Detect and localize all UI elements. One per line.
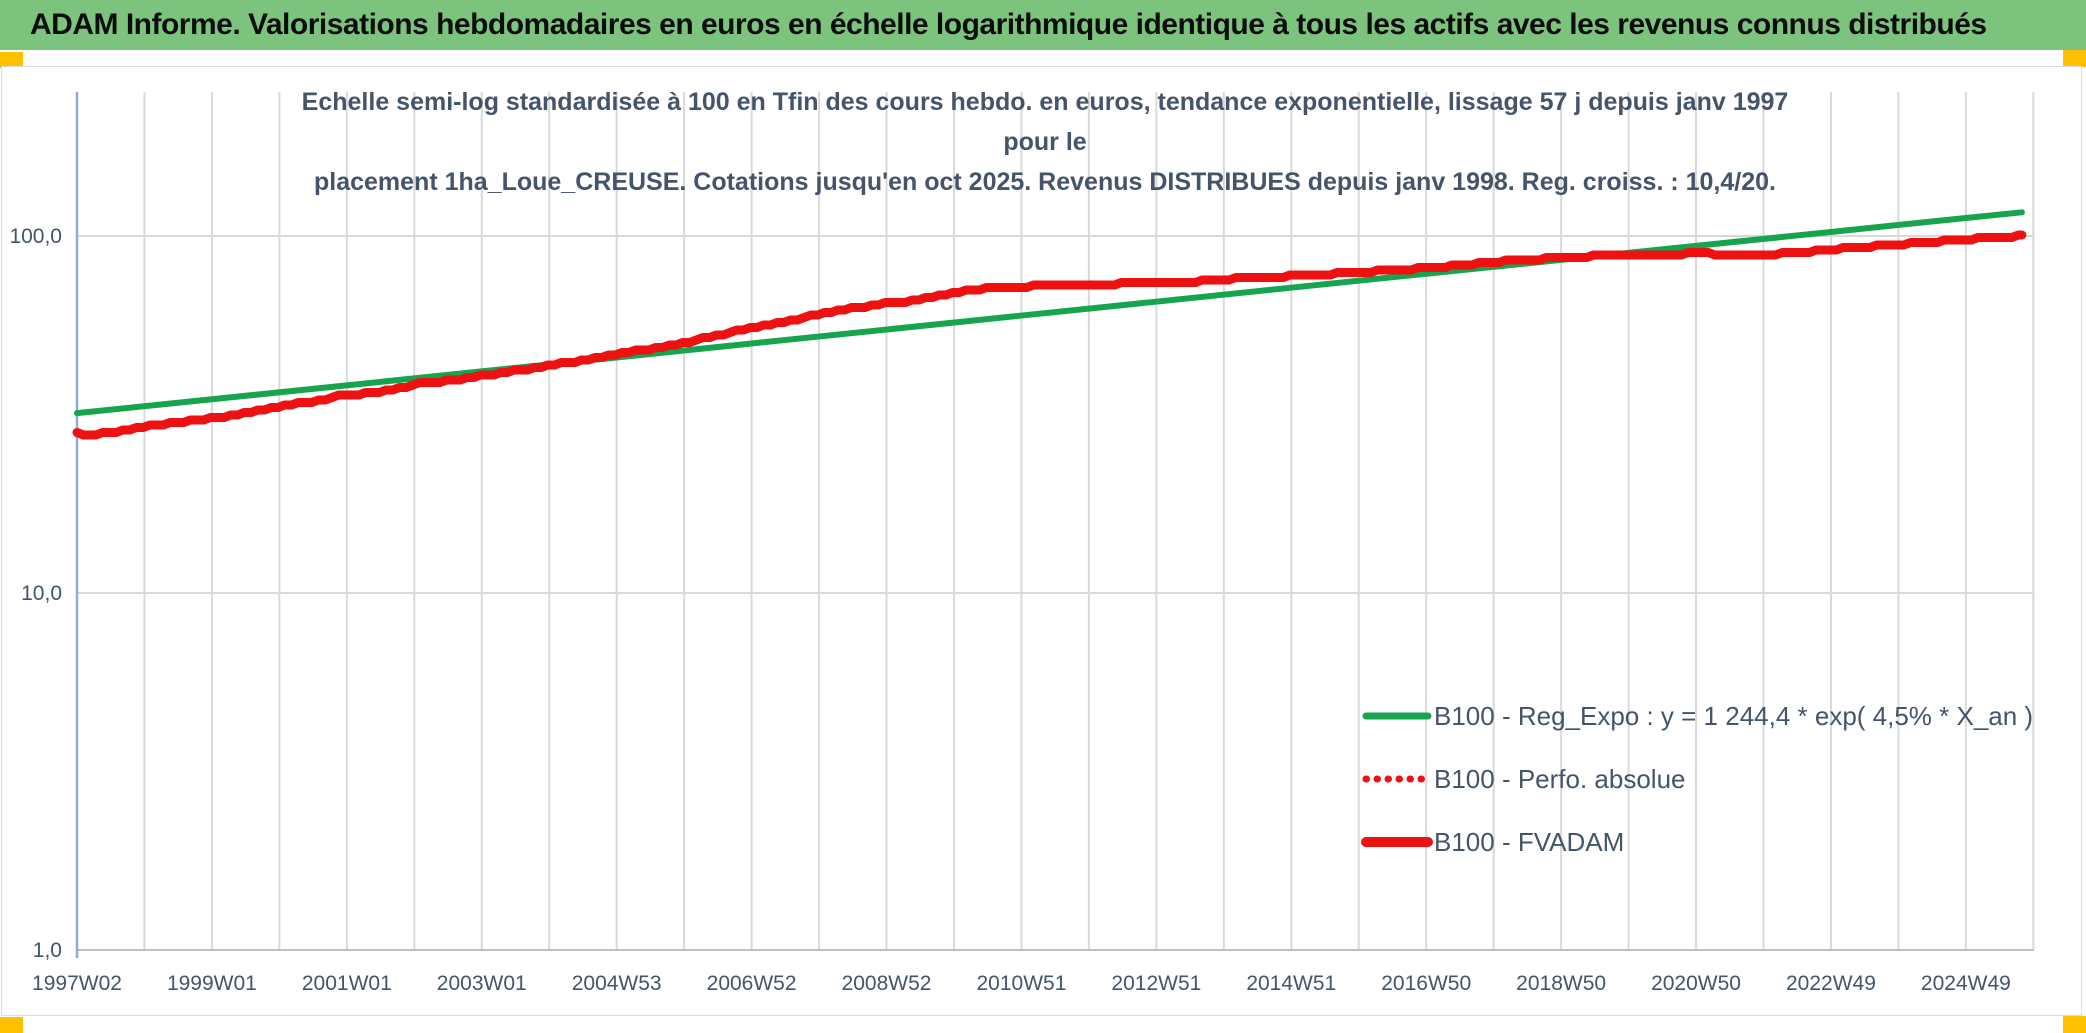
series-line-fvadam — [72, 230, 2027, 440]
accent-square-bottom-left — [0, 1017, 23, 1033]
series-line-reg-expo — [74, 209, 2025, 417]
x-tick-label: 1997W02 — [32, 972, 122, 995]
x-tick-label: 2006W52 — [707, 972, 797, 995]
accent-square-bottom-right — [2063, 1016, 2086, 1033]
x-tick-label: 2016W50 — [1381, 972, 1471, 995]
x-tick-label: 2018W50 — [1516, 972, 1606, 995]
x-tick-label: 2008W52 — [842, 972, 932, 995]
chart-title-line2: placement 1ha_Loue_CREUSE. Cotations jus… — [314, 168, 1776, 196]
legend-label: B100 - Reg_Expo : y = 1 244,4 * exp( 4,5… — [1434, 701, 2033, 731]
legend-label: B100 - FVADAM — [1434, 827, 1624, 857]
y-tick-label: 100,0 — [9, 225, 62, 248]
header-bar: ADAM Informe. Valorisations hebdomadaire… — [0, 0, 2086, 50]
x-tick-label: 2014W51 — [1246, 972, 1336, 995]
chart-title: Echelle semi-log standardisée à 100 en T… — [300, 82, 1790, 202]
x-tick-label: 2010W51 — [976, 972, 1066, 995]
y-tick-label: 10,0 — [21, 582, 62, 605]
accent-square-top-left — [0, 52, 23, 68]
x-tick-label: 2004W53 — [572, 972, 662, 995]
x-tick-label: 2001W01 — [302, 972, 392, 995]
x-tick-label: 2022W49 — [1786, 972, 1876, 995]
accent-square-top-right — [2063, 50, 2086, 67]
legend-label: B100 - Perfo. absolue — [1434, 764, 1686, 794]
series-line-perfo-absolue — [74, 233, 2025, 438]
x-tick-label: 2020W50 — [1651, 972, 1741, 995]
y-tick-label: 1,0 — [33, 939, 62, 962]
x-tick-label: 2012W51 — [1111, 972, 1201, 995]
x-tick-label: 1999W01 — [167, 972, 257, 995]
x-tick-label: 2003W01 — [437, 972, 527, 995]
header-title: ADAM Informe. Valorisations hebdomadaire… — [30, 8, 1987, 41]
x-tick-label: 2024W49 — [1921, 972, 2011, 995]
chart-title-line1: Echelle semi-log standardisée à 100 en T… — [301, 88, 1789, 156]
